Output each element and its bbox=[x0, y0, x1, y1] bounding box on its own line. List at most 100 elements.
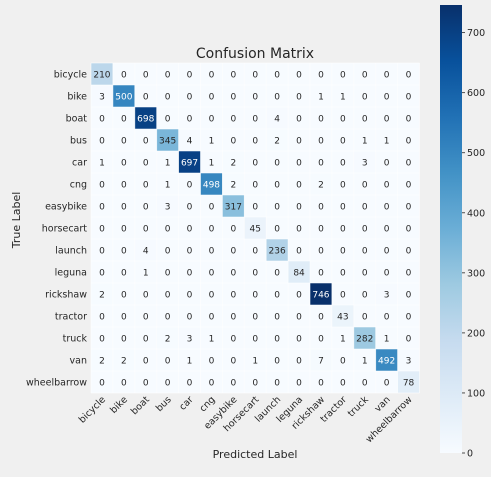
heatmap-cell bbox=[310, 63, 332, 85]
heatmap-cell bbox=[331, 173, 354, 195]
cell-value-label: 0 bbox=[406, 115, 412, 125]
cell-value-label: 0 bbox=[143, 357, 149, 367]
heatmap-cell bbox=[397, 327, 420, 349]
heatmap-cell bbox=[353, 327, 376, 349]
cell-value-label: 0 bbox=[99, 247, 105, 257]
heatmap-cell bbox=[178, 129, 201, 151]
heatmap-cell bbox=[353, 217, 376, 239]
cell-value-label: 7 bbox=[318, 357, 324, 367]
cell-value-label: 0 bbox=[340, 225, 346, 235]
heatmap-cell bbox=[266, 261, 289, 283]
cell-value-label: 0 bbox=[318, 335, 324, 345]
heatmap-cell bbox=[200, 327, 223, 349]
heatmap-cell bbox=[112, 371, 135, 393]
cell-value-label: 0 bbox=[318, 313, 324, 323]
cell-value-label: 0 bbox=[406, 247, 412, 257]
cell-value-label: 0 bbox=[252, 313, 258, 323]
heatmap-cell bbox=[112, 305, 135, 327]
cell-value-label: 0 bbox=[318, 71, 324, 81]
cell-value-label: 0 bbox=[384, 115, 390, 125]
heatmap-cell bbox=[178, 195, 201, 217]
y-tick-label: rickshaw bbox=[45, 290, 87, 301]
cell-value-label: 0 bbox=[99, 379, 105, 389]
heatmap-cell bbox=[178, 217, 201, 239]
heatmap-cell bbox=[397, 195, 420, 217]
heatmap-cell bbox=[178, 63, 201, 85]
cell-value-label: 0 bbox=[187, 115, 193, 125]
cell-value-label: 746 bbox=[312, 291, 329, 301]
heatmap-cell bbox=[91, 195, 113, 217]
cell-value-label: 0 bbox=[274, 181, 280, 191]
cell-value-label: 0 bbox=[296, 335, 302, 345]
cell-value-label: 345 bbox=[159, 137, 176, 147]
heatmap-cell bbox=[156, 107, 179, 129]
cell-value-label: 0 bbox=[143, 225, 149, 235]
heatmap-cell bbox=[156, 195, 179, 217]
colorbar bbox=[440, 5, 462, 453]
cell-value-label: 0 bbox=[99, 269, 105, 279]
heatmap-cell bbox=[244, 283, 267, 305]
heatmap-cell bbox=[178, 327, 201, 349]
heatmap-cell bbox=[331, 107, 354, 129]
cell-value-label: 0 bbox=[274, 71, 280, 81]
heatmap-cell bbox=[112, 327, 135, 349]
cell-value-label: 697 bbox=[181, 159, 198, 169]
heatmap-cell bbox=[331, 349, 354, 371]
cell-value-label: 0 bbox=[340, 269, 346, 279]
cell-value-label: 210 bbox=[93, 71, 110, 81]
heatmap-cell bbox=[375, 283, 398, 305]
heatmap-cell bbox=[397, 151, 420, 173]
y-tick-label: cng bbox=[70, 180, 87, 191]
cell-value-label: 0 bbox=[252, 159, 258, 169]
cell-value-label: 0 bbox=[340, 247, 346, 257]
heatmap-cell bbox=[244, 239, 267, 261]
colorbar-tick-label: 300 bbox=[467, 268, 485, 279]
heatmap-cell bbox=[200, 217, 223, 239]
cell-value-label: 0 bbox=[362, 71, 368, 81]
cell-value-label: 0 bbox=[209, 379, 215, 389]
cell-value-label: 0 bbox=[121, 313, 127, 323]
cell-value-label: 0 bbox=[121, 71, 127, 81]
heatmap-cell bbox=[353, 129, 376, 151]
heatmap-cell bbox=[178, 349, 201, 371]
heatmap-cell bbox=[331, 305, 354, 327]
heatmap-cell bbox=[178, 239, 201, 261]
heatmap-cell bbox=[200, 261, 223, 283]
cell-value-label: 3 bbox=[99, 93, 105, 103]
heatmap-cell bbox=[91, 305, 113, 327]
cell-value-label: 0 bbox=[274, 203, 280, 213]
cell-value-label: 0 bbox=[274, 269, 280, 279]
cell-value-label: 0 bbox=[209, 115, 215, 125]
heatmap-cell bbox=[353, 195, 376, 217]
heatmap-cell bbox=[112, 173, 135, 195]
heatmap-cell bbox=[222, 129, 245, 151]
heatmap-cell bbox=[91, 283, 113, 305]
heatmap-cell bbox=[288, 261, 310, 283]
heatmap-cell bbox=[222, 217, 245, 239]
heatmap-cell bbox=[244, 327, 267, 349]
heatmap-cell bbox=[266, 63, 289, 85]
cell-value-label: 0 bbox=[406, 335, 412, 345]
heatmap-cell bbox=[222, 151, 245, 173]
heatmap-cell bbox=[156, 63, 179, 85]
heatmap-cell bbox=[310, 283, 332, 305]
heatmap-cell bbox=[134, 261, 157, 283]
cell-value-label: 0 bbox=[406, 137, 412, 147]
heatmap-cell bbox=[222, 195, 245, 217]
cell-value-label: 492 bbox=[378, 357, 395, 367]
cell-value-label: 0 bbox=[340, 357, 346, 367]
cell-value-label: 0 bbox=[384, 269, 390, 279]
y-tick-label: launch bbox=[55, 246, 87, 257]
cell-value-label: 3 bbox=[165, 203, 171, 213]
heatmap-cell bbox=[397, 371, 420, 393]
heatmap-cell bbox=[244, 371, 267, 393]
heatmap-cell bbox=[222, 239, 245, 261]
cell-value-label: 0 bbox=[384, 247, 390, 257]
heatmap-cell bbox=[112, 195, 135, 217]
heatmap-cell bbox=[134, 151, 157, 173]
cell-value-label: 4 bbox=[187, 137, 193, 147]
cell-value-label: 45 bbox=[250, 225, 261, 235]
heatmap-cell bbox=[288, 305, 310, 327]
heatmap-cell bbox=[200, 305, 223, 327]
colorbar-tick-label: 0 bbox=[467, 449, 473, 460]
